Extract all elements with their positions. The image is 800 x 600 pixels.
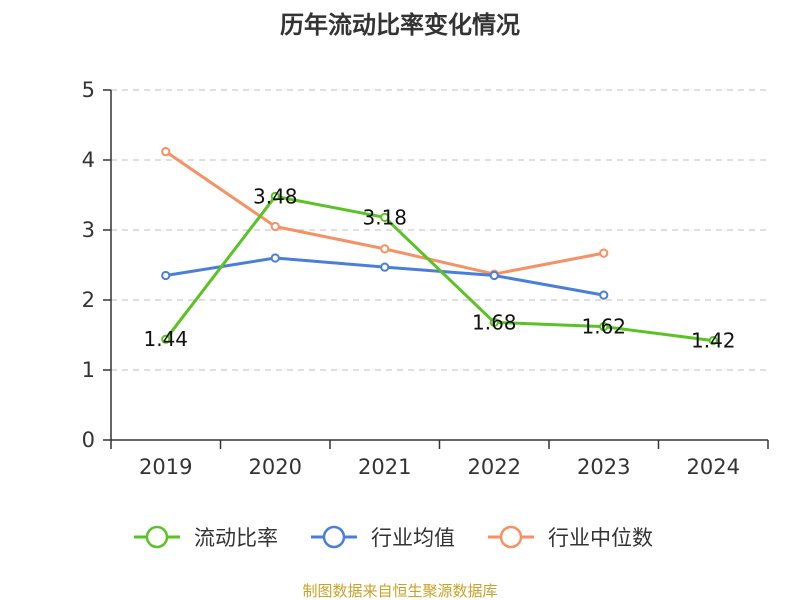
source-caption: 制图数据来自恒生聚源数据库 — [302, 582, 497, 600]
data-point — [161, 270, 171, 281]
y-tick-label: 1 — [82, 358, 95, 382]
data-point — [708, 336, 718, 346]
y-tick-label: 3 — [82, 218, 95, 242]
data-point — [380, 262, 390, 272]
axes: 0 1 2 3 4 5 2019 2020 2021 2022 2023 2024 — [82, 78, 769, 479]
y-tick-label: 0 — [82, 428, 95, 452]
data-label: 3.48 — [253, 184, 298, 208]
chart-title: 历年流动比率变化情况 — [280, 11, 520, 39]
y-tick-label: 5 — [82, 78, 95, 102]
legend: 流动比率 行业均值 行业中位数 — [134, 525, 653, 550]
x-tick-label: 2024 — [687, 455, 740, 479]
x-tick-label: 2019 — [139, 455, 192, 479]
data-point — [380, 212, 390, 222]
data-label: 1.62 — [581, 315, 626, 339]
y-tick-label: 4 — [82, 148, 95, 172]
legend-swatch-marker — [145, 525, 169, 549]
legend-swatch-marker — [499, 525, 523, 549]
data-point — [270, 221, 280, 232]
legend-item-label: 行业中位数 — [548, 526, 653, 550]
data-point — [599, 290, 609, 300]
data-label: 1.42 — [691, 329, 736, 353]
y-tick-label: 2 — [82, 288, 95, 312]
data-point — [380, 244, 390, 254]
data-point — [161, 334, 171, 344]
legend-swatch-marker — [322, 525, 346, 549]
data-point — [599, 248, 609, 258]
grid-lines — [111, 89, 768, 371]
data-point — [270, 191, 280, 201]
x-tick-label: 2021 — [358, 455, 411, 479]
data-point — [270, 253, 280, 263]
series-line-0 — [164, 194, 715, 343]
data-labels: 1.44 3.48 3.18 1.68 1.62 1.42 — [143, 184, 735, 352]
x-tick-label: 2022 — [468, 455, 521, 479]
data-point — [599, 322, 609, 332]
data-label: 1.44 — [143, 327, 188, 351]
data-label: 3.18 — [362, 205, 407, 229]
x-tick-label: 2020 — [249, 455, 302, 479]
data-label: 1.68 — [472, 310, 517, 334]
series-lines — [161, 147, 718, 346]
data-point — [489, 270, 499, 281]
data-point — [161, 147, 171, 157]
legend-item-label: 行业均值 — [371, 526, 455, 550]
data-point — [489, 317, 499, 327]
legend-item-label: 流动比率 — [194, 526, 278, 550]
x-tick-label: 2023 — [577, 455, 630, 479]
